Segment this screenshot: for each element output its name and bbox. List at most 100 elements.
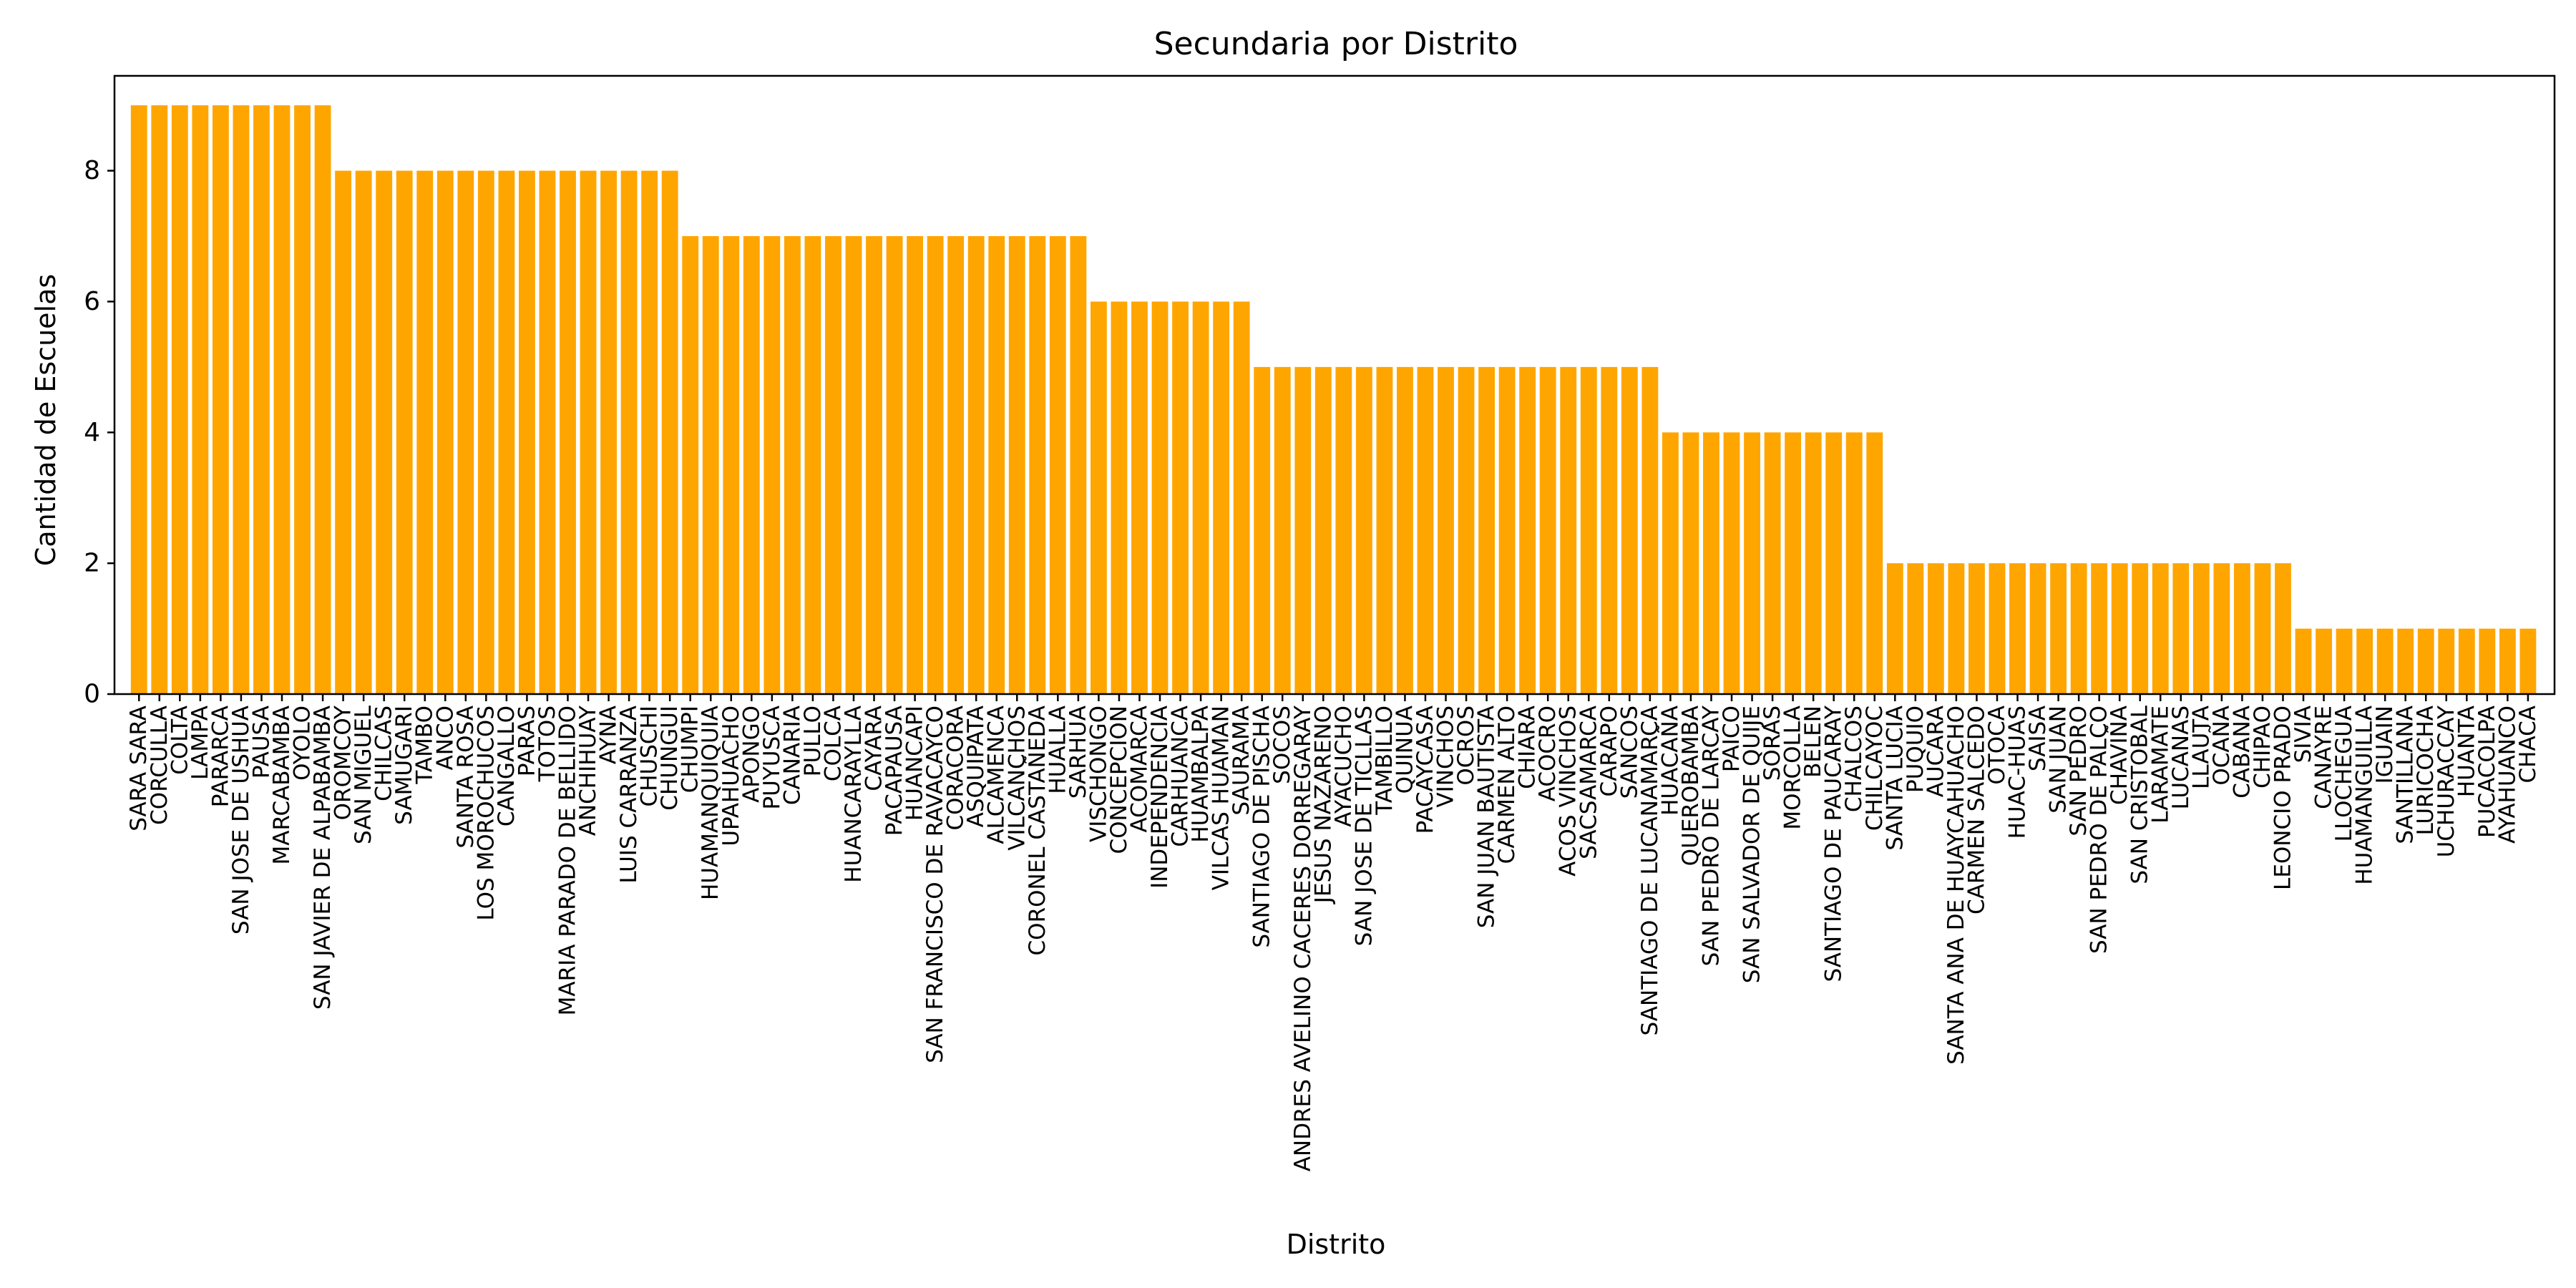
bar	[1049, 236, 1066, 694]
x-tick-label: HUAC-HUAS	[2005, 706, 2031, 839]
plot-frame	[113, 74, 2556, 696]
y-tick-label: 2	[84, 549, 100, 578]
x-axis-label: Distrito	[1287, 1229, 1386, 1260]
bar	[1641, 366, 1659, 694]
x-tick-label: PUCACOLPA	[2474, 706, 2500, 838]
bars-group	[130, 105, 2537, 694]
bar	[498, 170, 515, 694]
bar	[1927, 563, 1944, 694]
bar	[1764, 432, 1781, 694]
x-tick-label: SAN JUAN BAUTISTA	[1474, 706, 1500, 928]
bar	[1580, 366, 1597, 694]
bar	[1314, 366, 1332, 694]
bar	[1866, 432, 1883, 694]
bar	[1029, 236, 1046, 694]
x-tick-label: PAICO	[1719, 706, 1745, 772]
x-tick-label: HUANCAPI	[902, 706, 928, 821]
x-tick-label: HUANCARAYLLA	[841, 706, 867, 883]
x-tick-label: PAUSA	[248, 706, 274, 779]
x-tick-label: CARAPO	[1596, 706, 1622, 796]
bar	[967, 236, 985, 694]
x-tick-label: HUAMANQUIQUIA	[698, 706, 723, 900]
bar	[1438, 366, 1454, 694]
x-tick-label: INDEPENDENCIA	[1147, 706, 1173, 889]
x-tick-label: CHUMPI	[678, 706, 703, 793]
bar	[212, 105, 229, 694]
bar	[1948, 563, 1965, 694]
x-tick-label: TAMBILLO	[1372, 706, 1397, 816]
x-tick-label: MARIA PARADO DE BELLIDO	[555, 706, 580, 1015]
x-tick-label: CHIPAO	[2250, 706, 2275, 789]
x-tick-label: PACAPAUSA	[882, 706, 907, 836]
bar	[2009, 563, 2026, 694]
x-tick-label: CANAYRE	[2311, 706, 2337, 809]
bar	[1091, 301, 1107, 694]
x-tick-label: OTOCA	[1984, 706, 2010, 785]
bar	[845, 236, 862, 694]
bar	[702, 236, 719, 694]
bar	[1233, 301, 1250, 694]
bar	[1907, 563, 1924, 694]
y-axis-label: Cantidad de Escuelas	[30, 274, 62, 566]
x-tick-label: ANCHIHUAY	[575, 706, 601, 836]
bar	[2111, 563, 2128, 694]
bar	[1744, 432, 1760, 694]
x-tick-label: CHAVIÑA	[2107, 706, 2132, 805]
x-tick-label: OCAÑA	[2209, 706, 2235, 786]
x-tick-label: CORACORA	[943, 706, 969, 831]
bar	[171, 105, 188, 694]
y-tick-label: 4	[84, 418, 100, 447]
x-tick-label: JESUS NAZARENO	[1310, 706, 1336, 904]
bar	[1723, 432, 1740, 694]
bar	[723, 236, 740, 694]
bar	[2376, 628, 2394, 694]
bar	[294, 105, 311, 694]
bar	[1172, 301, 1189, 694]
bar	[866, 236, 882, 694]
bar	[947, 236, 965, 694]
bar	[2070, 563, 2087, 694]
x-tick-label: SAN PEDRO DE PALCO	[2087, 706, 2112, 954]
bar	[1478, 366, 1496, 694]
x-tick-label: HUAMANGUILLA	[2352, 706, 2378, 885]
x-tick-label: SANTIAGO DE LUCANAMARCA	[1637, 706, 1663, 1035]
bar	[2254, 563, 2271, 694]
bar	[2152, 563, 2169, 694]
x-tick-label: MARCABAMBA	[269, 706, 295, 865]
x-tick-label: OYOLO	[290, 706, 316, 781]
x-tick-label: BELEN	[1800, 706, 1826, 778]
x-tick-label: VILCAS HUAMAN	[1209, 706, 1234, 890]
x-tick-label: COLTA	[167, 706, 192, 775]
x-tick-label: SAN PEDRO DE LARCAY	[1698, 706, 1724, 966]
bar	[539, 170, 556, 694]
bar	[1335, 366, 1352, 694]
x-tick-label: SARHUA	[1065, 706, 1091, 799]
x-tick-label: SORAS	[1760, 706, 1785, 781]
bar	[1498, 366, 1516, 694]
bar	[2213, 563, 2230, 694]
bar	[2417, 628, 2434, 694]
bar	[1213, 301, 1230, 694]
x-tick-label: SAN JOSE DE TICLLAS	[1351, 706, 1377, 946]
x-tick-label: SAN JOSE DE USHUA	[228, 706, 254, 935]
x-tick-label: PACAYCASA	[1413, 706, 1438, 834]
chart-title: Secundaria por Distrito	[1154, 26, 1518, 62]
x-tick-label: CAYARA	[862, 706, 887, 791]
x-tick-label: CANGALLO	[494, 706, 519, 826]
bar	[1621, 366, 1638, 694]
bar	[1131, 301, 1148, 694]
x-tick-label: CORCULLA	[147, 706, 172, 825]
bar	[1601, 366, 1618, 694]
bar	[396, 170, 413, 694]
bar	[825, 236, 841, 694]
bar	[580, 170, 597, 694]
bar	[376, 170, 393, 694]
x-tick-label: APONGO	[738, 706, 764, 803]
x-tick-label: SAN SALVADOR DE QUIJE	[1740, 706, 1765, 983]
x-tick-label: CORONEL CASTAÑEDA	[1025, 706, 1050, 955]
bar	[1070, 236, 1087, 694]
x-tick-label: LLAUTA	[2188, 706, 2214, 789]
x-tick-label: VILCANCHOS	[1004, 706, 1030, 851]
bar	[151, 105, 168, 694]
